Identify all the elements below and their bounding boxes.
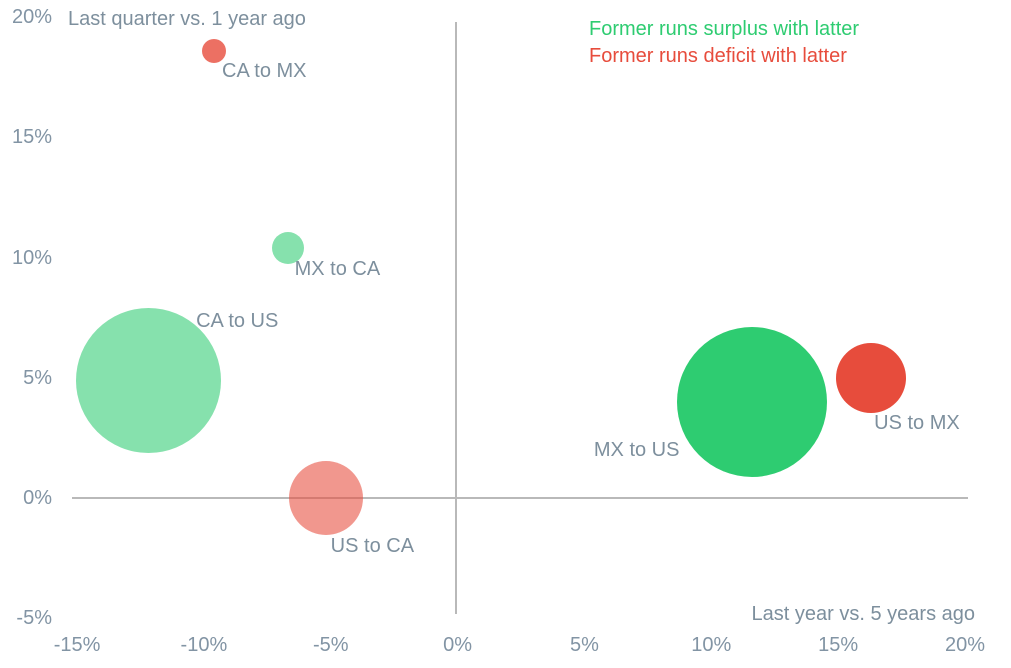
x-tick-label--10-: -10%	[180, 634, 228, 656]
bubble-mx-to-ca	[271, 231, 304, 264]
legend-item-deficit: Former runs deficit with latter	[589, 45, 847, 67]
bubble-label-us-to-mx: US to MX	[874, 411, 960, 434]
x-tick-label--15-: -15%	[53, 634, 101, 656]
bubble-label-ca-to-us: CA to US	[196, 310, 279, 333]
x-tick-label-0-: 0%	[443, 634, 473, 656]
x-zero-axis-line	[72, 497, 968, 499]
bubble-us-to-ca	[288, 461, 363, 535]
y-tick-label--5-: -5%	[16, 607, 52, 630]
x-tick-label--5-: -5%	[312, 634, 349, 656]
y-axis-title: Last quarter vs. 1 year ago	[68, 8, 306, 30]
y-zero-axis-line	[455, 22, 457, 614]
x-tick-label-15-: 15%	[818, 634, 859, 656]
bubble-ca-to-us	[75, 307, 221, 453]
bubble-ca-to-mx	[202, 38, 227, 63]
y-tick-label-20-: 20%	[11, 6, 52, 29]
bubble-label-us-to-ca: US to CA	[330, 535, 415, 557]
y-tick-label-5-: 5%	[23, 366, 52, 389]
bubble-mx-to-us	[676, 326, 827, 477]
x-tick-label-10-: 10%	[691, 634, 732, 656]
bubble-us-to-mx	[836, 342, 907, 413]
bubble-label-mx-to-us: MX to US	[593, 438, 680, 461]
x-tick-label-5-: 5%	[569, 634, 599, 656]
bubble-label-mx-to-ca: MX to CA	[294, 257, 381, 280]
x-tick-label-20-: 20%	[944, 634, 986, 656]
x-axis-title: Last year vs. 5 years ago	[751, 603, 975, 625]
y-tick-label-0-: 0%	[23, 487, 52, 509]
y-tick-label-10-: 10%	[11, 246, 52, 269]
bubble-label-ca-to-mx: CA to MX	[222, 59, 307, 82]
y-tick-label-15-: 15%	[11, 126, 52, 149]
legend-item-surplus: Former runs surplus with latter	[589, 18, 860, 40]
legend: Former runs surplus with latter Former r…	[589, 16, 859, 70]
